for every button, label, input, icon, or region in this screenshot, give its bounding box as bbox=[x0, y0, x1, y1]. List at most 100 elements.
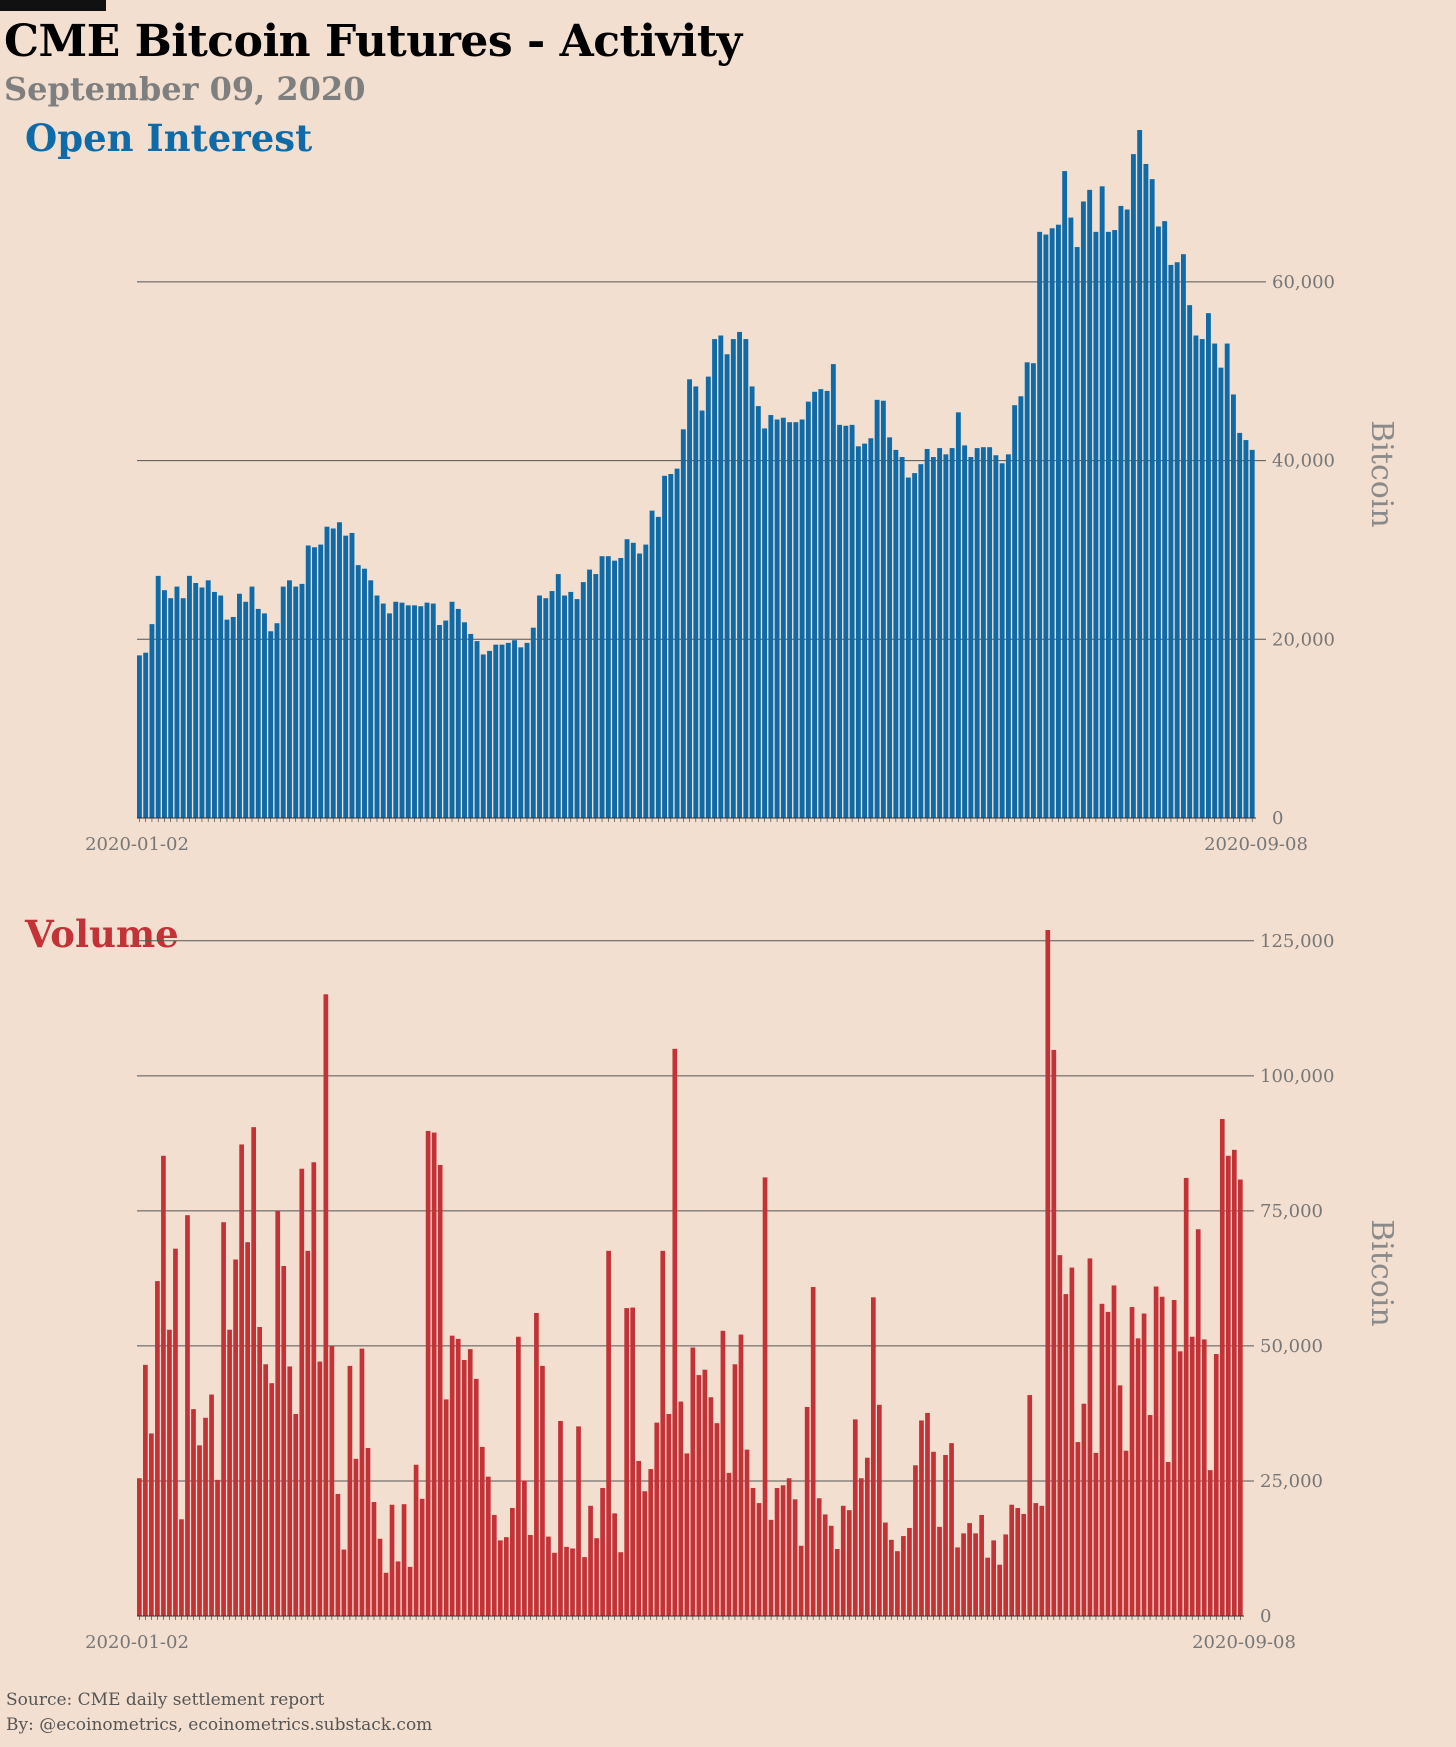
vol-bar bbox=[840, 1505, 846, 1616]
vol-bar bbox=[185, 1215, 190, 1616]
vol-bar bbox=[744, 1449, 750, 1616]
oi-bar bbox=[693, 386, 699, 818]
vol-bar bbox=[732, 1364, 738, 1616]
vol-bar bbox=[798, 1545, 804, 1616]
vol-bar bbox=[858, 1478, 864, 1616]
vol-bar bbox=[137, 1478, 142, 1616]
oi-bar bbox=[780, 417, 786, 818]
oi-bar bbox=[505, 642, 511, 818]
vol-bar bbox=[245, 1242, 250, 1616]
oi-bar bbox=[380, 603, 386, 818]
oi-bar bbox=[893, 449, 899, 818]
oi-bar bbox=[187, 575, 192, 818]
oi-y-tick-label: 60,000 bbox=[1272, 272, 1335, 293]
oi-bar bbox=[293, 586, 299, 818]
oi-bar bbox=[562, 595, 567, 818]
vol-bar bbox=[834, 1549, 840, 1616]
oi-bar bbox=[224, 619, 230, 818]
oi-bar bbox=[349, 532, 355, 818]
oi-bar bbox=[593, 574, 599, 818]
vol-bar bbox=[227, 1329, 232, 1616]
vol-bar bbox=[895, 1551, 900, 1616]
oi-bar bbox=[255, 608, 261, 818]
vol-bar bbox=[149, 1433, 154, 1616]
oi-bar bbox=[612, 560, 617, 818]
oi-bar bbox=[668, 474, 674, 818]
vol-bar bbox=[510, 1507, 515, 1616]
oi-bar bbox=[587, 569, 592, 818]
vol-y-tick-label: 100,000 bbox=[1260, 1066, 1334, 1087]
oi-bar bbox=[574, 599, 580, 818]
vol-bar bbox=[1057, 1255, 1063, 1616]
oi-bar bbox=[1062, 171, 1068, 819]
vol-y-tick-label: 25,000 bbox=[1260, 1471, 1323, 1492]
vol-bar bbox=[317, 1361, 323, 1616]
vol-bar bbox=[985, 1557, 990, 1616]
oi-bar bbox=[699, 410, 705, 818]
vol-bar bbox=[275, 1210, 281, 1616]
vol-bar bbox=[534, 1312, 539, 1616]
vol-bar bbox=[347, 1365, 353, 1616]
oi-bar bbox=[1155, 226, 1161, 818]
oi-bar bbox=[624, 539, 630, 818]
vol-bar bbox=[1099, 1303, 1105, 1616]
vol-bar bbox=[949, 1443, 954, 1616]
vol-bar bbox=[311, 1162, 317, 1616]
vol-bar bbox=[1123, 1450, 1129, 1616]
oi-bar bbox=[937, 448, 943, 818]
vol-bar bbox=[979, 1514, 984, 1616]
oi-bar bbox=[1224, 343, 1230, 818]
oi-bar bbox=[393, 601, 399, 818]
oi-bar bbox=[330, 528, 336, 818]
vol-bar bbox=[1219, 1119, 1225, 1616]
vol-bar bbox=[1171, 1300, 1177, 1616]
vol-bar bbox=[203, 1417, 208, 1616]
oi-bar bbox=[1012, 405, 1018, 818]
vol-bar bbox=[630, 1307, 636, 1616]
oi-bar bbox=[1180, 254, 1186, 818]
vol-bar bbox=[293, 1413, 299, 1616]
vol-y-tick-label: 0 bbox=[1260, 1606, 1271, 1627]
vol-bar bbox=[1111, 1285, 1117, 1616]
vol-bar bbox=[437, 1164, 443, 1616]
oi-bar bbox=[905, 477, 911, 818]
vol-bar bbox=[305, 1250, 311, 1616]
vol-bar bbox=[1189, 1336, 1195, 1616]
oi-bar bbox=[549, 591, 555, 818]
oi-bar bbox=[643, 544, 649, 818]
vol-bar bbox=[546, 1536, 551, 1616]
vol-bar bbox=[479, 1446, 485, 1616]
vol-bar bbox=[1159, 1296, 1165, 1616]
vol-bar bbox=[762, 1177, 768, 1616]
corner-bar bbox=[0, 0, 106, 11]
oi-bar bbox=[199, 587, 205, 818]
vol-bar bbox=[419, 1498, 425, 1616]
oi-bar bbox=[918, 464, 924, 818]
vol-bar bbox=[564, 1546, 569, 1616]
oi-bar bbox=[680, 429, 686, 818]
oi-bar bbox=[868, 438, 874, 818]
oi-bar bbox=[174, 586, 180, 818]
oi-bar bbox=[1124, 209, 1130, 818]
vol-bar bbox=[1213, 1354, 1219, 1616]
vol-bar bbox=[341, 1549, 347, 1616]
vol-bar bbox=[143, 1364, 148, 1616]
vol-bar bbox=[1051, 1049, 1057, 1616]
oi-bar bbox=[774, 419, 780, 818]
vol-bar bbox=[281, 1265, 287, 1616]
oi-bar bbox=[630, 542, 636, 818]
oi-bar bbox=[1130, 154, 1136, 818]
oi-bar bbox=[1112, 230, 1118, 818]
vol-bar bbox=[1231, 1149, 1237, 1616]
oi-bar bbox=[1018, 396, 1024, 818]
oi-y-axis-title: Bitcoin bbox=[1364, 420, 1399, 527]
oi-bar bbox=[362, 568, 367, 818]
vol-bar bbox=[540, 1365, 545, 1616]
oi-bar bbox=[730, 339, 736, 818]
oi-bar bbox=[268, 631, 274, 818]
oi-bar bbox=[974, 448, 980, 818]
oi-bar bbox=[943, 454, 949, 818]
oi-bar bbox=[143, 652, 149, 818]
vol-bar bbox=[161, 1155, 166, 1616]
oi-bar bbox=[543, 598, 549, 818]
